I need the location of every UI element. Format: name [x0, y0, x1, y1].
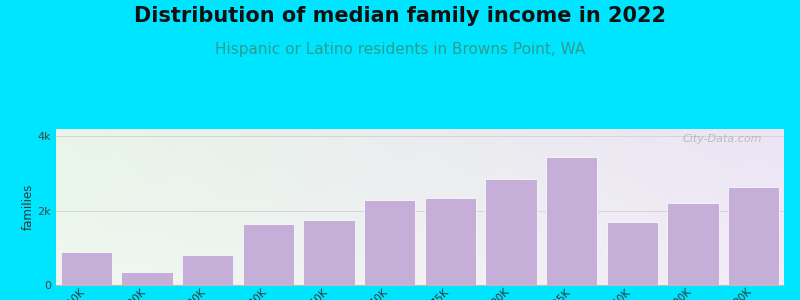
Bar — [546, 157, 598, 285]
Bar — [486, 179, 537, 285]
Bar — [122, 272, 173, 285]
Bar — [425, 198, 476, 285]
Bar — [364, 200, 415, 285]
Text: City-Data.com: City-Data.com — [682, 134, 762, 144]
Y-axis label: families: families — [22, 184, 34, 230]
Text: Distribution of median family income in 2022: Distribution of median family income in … — [134, 6, 666, 26]
Bar — [303, 220, 354, 285]
Text: Hispanic or Latino residents in Browns Point, WA: Hispanic or Latino residents in Browns P… — [215, 42, 585, 57]
Bar — [61, 252, 112, 285]
Bar — [182, 255, 234, 285]
Bar — [242, 224, 294, 285]
Bar — [667, 203, 718, 285]
Bar — [606, 222, 658, 285]
Bar — [728, 187, 779, 285]
